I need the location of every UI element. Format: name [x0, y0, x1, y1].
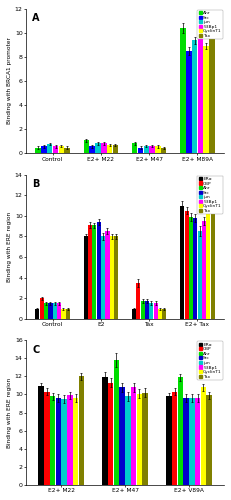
Bar	[195, 398, 200, 484]
Bar	[44, 304, 48, 319]
Bar	[101, 144, 106, 153]
Bar	[132, 308, 136, 319]
Bar	[40, 298, 44, 319]
Legend: Ahr, Src, jun, 53Bp1, CyclinT1, Tax: Ahr, Src, jun, 53Bp1, CyclinT1, Tax	[198, 10, 223, 40]
Bar	[149, 146, 155, 153]
Bar	[88, 225, 92, 319]
Bar	[61, 308, 66, 319]
Bar	[38, 386, 44, 484]
Bar	[206, 396, 212, 484]
Bar	[110, 236, 114, 319]
Bar	[143, 146, 149, 153]
Text: B: B	[32, 179, 39, 189]
Bar	[84, 140, 89, 153]
Bar	[66, 308, 70, 319]
Bar	[132, 144, 137, 153]
Bar	[166, 396, 172, 484]
Bar	[57, 304, 61, 319]
Bar	[186, 51, 191, 153]
Bar	[48, 304, 52, 319]
Bar	[61, 399, 67, 484]
Bar	[89, 146, 95, 153]
Bar	[35, 148, 41, 153]
Bar	[138, 148, 143, 153]
Bar	[67, 396, 73, 484]
Bar	[107, 146, 112, 153]
Bar	[41, 146, 47, 153]
Bar	[158, 308, 162, 319]
Bar	[56, 398, 61, 484]
Bar	[183, 398, 189, 484]
Bar	[53, 146, 58, 153]
Bar	[162, 308, 167, 319]
Bar	[145, 302, 149, 319]
Bar	[172, 392, 177, 484]
Bar	[131, 388, 137, 484]
Bar	[192, 40, 197, 153]
Bar	[189, 398, 195, 484]
Bar	[125, 396, 131, 484]
Bar	[114, 236, 118, 319]
Bar	[161, 148, 167, 153]
Bar	[136, 283, 140, 319]
Bar	[53, 304, 57, 319]
Bar	[202, 221, 206, 319]
Bar	[204, 46, 209, 153]
Bar	[114, 360, 119, 484]
Y-axis label: Binding with BRCA1 promoter: Binding with BRCA1 promoter	[7, 38, 12, 124]
Bar	[154, 304, 158, 319]
Bar	[198, 15, 203, 153]
Text: A: A	[32, 14, 40, 24]
Bar	[185, 210, 189, 319]
Bar	[95, 144, 101, 153]
Bar	[201, 388, 206, 484]
Bar	[193, 218, 197, 319]
Bar	[97, 222, 101, 319]
Bar	[101, 236, 105, 319]
Bar	[180, 206, 184, 319]
Bar	[92, 225, 97, 319]
Bar	[180, 28, 186, 153]
Bar	[105, 232, 109, 319]
Bar	[211, 196, 215, 319]
Bar	[149, 304, 153, 319]
Bar	[178, 378, 183, 484]
Bar	[108, 383, 113, 484]
Bar	[102, 378, 108, 484]
Bar	[84, 236, 88, 319]
Bar	[35, 308, 40, 319]
Bar	[79, 376, 84, 484]
Bar	[137, 394, 142, 484]
Bar	[155, 146, 161, 153]
Bar	[59, 146, 64, 153]
Y-axis label: Binding with ERE region: Binding with ERE region	[7, 212, 12, 282]
Bar	[198, 232, 202, 319]
Bar	[47, 144, 52, 153]
Bar	[141, 302, 145, 319]
Bar	[113, 146, 118, 153]
Bar	[189, 217, 193, 319]
Bar	[50, 396, 55, 484]
Y-axis label: Binding with ERE region: Binding with ERE region	[7, 378, 12, 448]
Bar	[64, 148, 70, 153]
Bar	[44, 392, 50, 484]
Bar	[209, 28, 215, 153]
Bar	[206, 206, 210, 319]
Legend: ERα, CBP, Ahr, Src, jun, 53Bp1, CyclinT1, Tax: ERα, CBP, Ahr, Src, jun, 53Bp1, CyclinT1…	[198, 176, 223, 214]
Bar	[73, 398, 78, 484]
Bar	[119, 388, 125, 484]
Text: C: C	[32, 345, 39, 355]
Legend: ERα, CBP, Ahr, Src, jun, 53Bp1, CyclinT1, Tax: ERα, CBP, Ahr, Src, jun, 53Bp1, CyclinT1…	[198, 342, 223, 380]
Bar	[143, 392, 148, 484]
